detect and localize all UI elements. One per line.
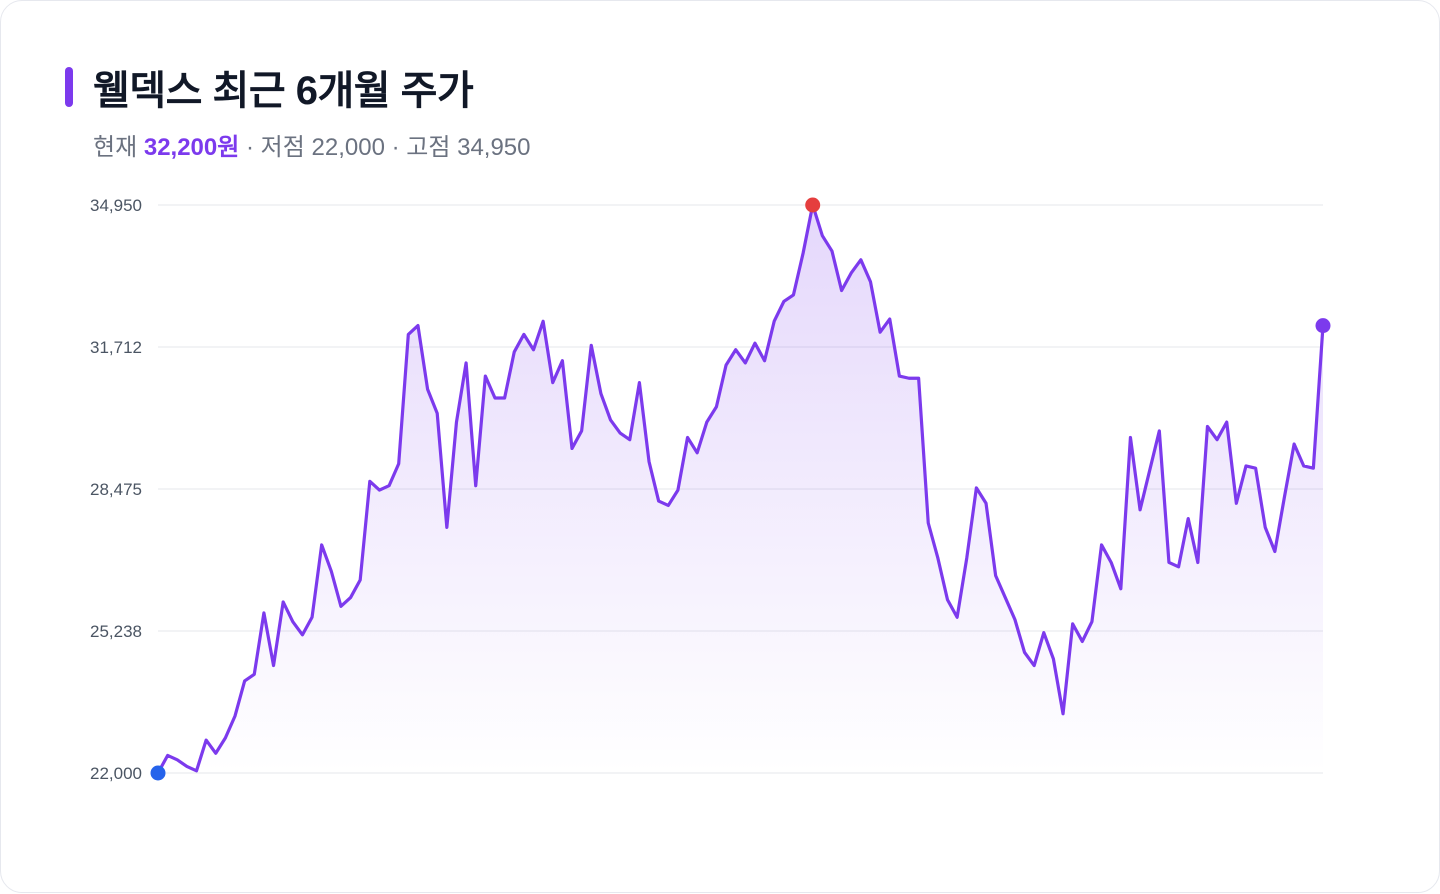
price-area-fill <box>158 205 1323 773</box>
chart-title: 웰덱스 최근 6개월 주가 <box>93 69 474 113</box>
y-tick-label: 31,712 <box>90 338 142 357</box>
high-price-value: 34,950 <box>457 134 531 161</box>
start-point-marker <box>150 765 166 781</box>
area-layer <box>156 203 1325 775</box>
summary-separator: · <box>239 134 261 161</box>
current-price-label: 현재 <box>93 134 138 161</box>
high-price-label: 고점 <box>406 134 451 161</box>
y-tick-label: 34,950 <box>90 196 142 215</box>
low-price-value: 22,000 <box>311 134 385 161</box>
title-accent-bar <box>65 67 73 107</box>
y-tick-label: 25,238 <box>90 622 142 641</box>
current-price-value: 32,200원 <box>143 134 240 161</box>
marker-layer <box>150 197 1331 781</box>
low-price-label: 저점 <box>260 134 305 161</box>
price-line <box>156 203 1325 775</box>
title-row: 웰덱스 최근 6개월 주가 <box>65 63 474 113</box>
y-tick-label: 22,000 <box>90 764 142 783</box>
summary-separator: · <box>384 134 407 161</box>
high-point-marker <box>805 197 821 213</box>
y-tick-label: 28,475 <box>90 480 142 499</box>
price-summary: 현재 32,200원 · 저점 22,000 · 고점 34,950 <box>93 127 531 162</box>
end-point-marker <box>1315 318 1331 334</box>
